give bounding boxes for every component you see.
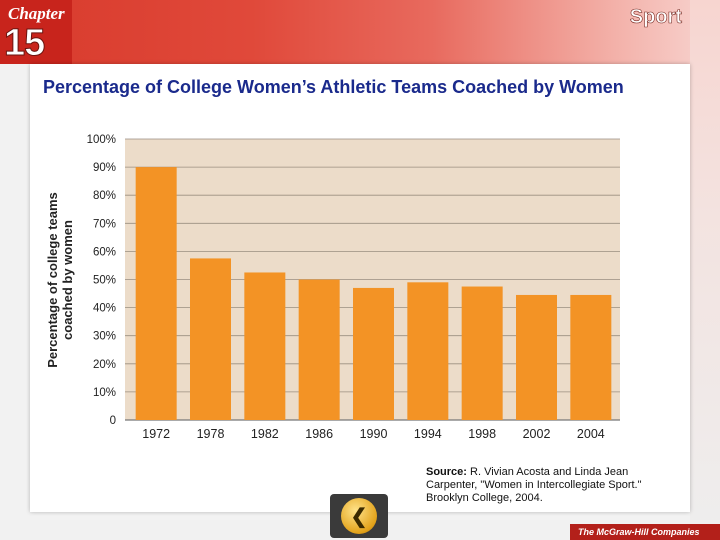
y-tick-label: 90%: [93, 162, 116, 174]
x-tick-label: 2002: [523, 427, 551, 441]
bar-1978: [190, 258, 231, 420]
y-tick-label: 50%: [93, 275, 116, 287]
publisher-logo: The McGraw-Hill Companies: [570, 524, 720, 540]
x-tick-label: 1986: [305, 427, 333, 441]
bars: [135, 167, 612, 420]
x-tick-label: 1978: [197, 427, 225, 441]
bar-1986: [298, 279, 340, 420]
y-tick-labels: 0 10% 20% 30% 40% 50% 60% 70% 80% 90% 100%: [87, 134, 116, 427]
x-tick-label: 2004: [577, 427, 605, 441]
bar-2002: [516, 294, 557, 420]
bar-2004: [570, 294, 612, 420]
header-bar: [0, 0, 720, 64]
chapter-badge: Chapter 15: [0, 0, 72, 65]
back-arrow-icon: ❮: [341, 498, 377, 534]
chart-title: Percentage of College Women’s Athletic T…: [43, 77, 624, 97]
back-button[interactable]: ❮: [330, 494, 388, 538]
x-tick-label: 1990: [360, 427, 388, 441]
bar-1972: [135, 167, 177, 420]
x-tick-label: 1994: [414, 427, 442, 441]
y-tick-label: 40%: [93, 303, 116, 315]
right-border: [690, 0, 720, 540]
source-label: Source:: [426, 466, 467, 478]
x-tick-labels: 1972 1978 1982 1986 1990 1994 1998 2002 2004: [142, 427, 605, 441]
bar-1982: [244, 272, 286, 420]
y-tick-label: 30%: [93, 331, 116, 343]
x-tick-label: 1982: [251, 427, 279, 441]
source-text: R. Vivian Acosta and Linda Jean Carpente…: [426, 466, 642, 504]
x-tick-label: 1998: [468, 427, 496, 441]
source-note: Source: R. Vivian Acosta and Linda Jean …: [426, 466, 676, 505]
y-tick-label: 100%: [87, 134, 116, 146]
section-title: Sport: [629, 6, 682, 29]
y-tick-label: 70%: [93, 218, 116, 230]
bar-1998: [461, 286, 503, 420]
x-tick-label: 1972: [142, 427, 170, 441]
chapter-label: Chapter: [8, 4, 65, 23]
y-tick-label: 60%: [93, 246, 116, 258]
y-tick-label: 20%: [93, 359, 116, 371]
chapter-number: 15: [3, 22, 45, 65]
y-tick-label: 0: [110, 415, 116, 427]
y-tick-label: 80%: [93, 190, 116, 202]
bar-1994: [407, 282, 449, 420]
y-tick-label: 10%: [93, 387, 116, 399]
bar-1990: [353, 287, 394, 420]
